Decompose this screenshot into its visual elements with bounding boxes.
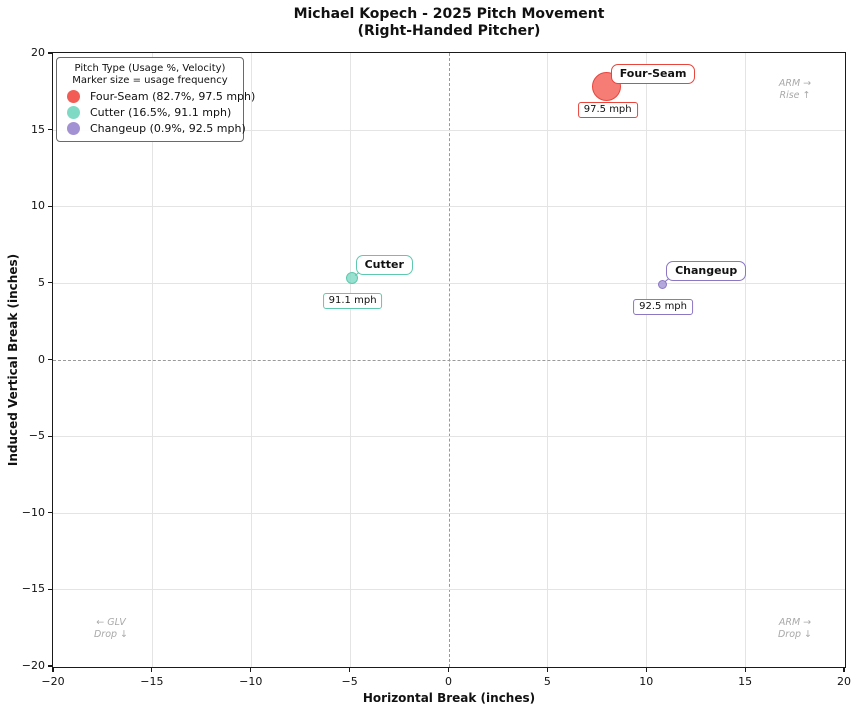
legend-item-label: Four-Seam (82.7%, 97.5 mph): [90, 90, 256, 103]
y-tick-mark: [48, 435, 52, 437]
plot-area: −20 −15 −10 −5 0 5 10 15 20 −20 −15 −10 −5 0 5 10 15 20 Fo…: [22, 46, 851, 688]
legend-item-changeup: Changeup (0.9%, 92.5 mph): [65, 122, 246, 135]
chart-title: Michael Kopech - 2025 Pitch Movement: [293, 6, 605, 22]
legend-title: Pitch Type (Usage %, Velocity): [74, 63, 226, 74]
x-axis-label: Horizontal Break (inches): [362, 691, 536, 705]
legend-item-label: Changeup (0.9%, 92.5 mph): [90, 122, 246, 135]
y-tick-label: −10: [21, 505, 45, 519]
legend-subtitle: Marker size = usage frequency: [72, 75, 228, 86]
pitch-label-cutter: Cutter: [355, 255, 413, 276]
legend-item-label: Cutter (16.5%, 91.1 mph): [90, 106, 232, 119]
legend-item-cutter: Cutter (16.5%, 91.1 mph): [65, 106, 235, 119]
x-tick-mark: [151, 668, 153, 672]
legend-swatch-icon: [67, 106, 80, 119]
y-tick-mark: [48, 512, 52, 514]
y-tick-mark: [48, 129, 52, 131]
y-tick-mark: [48, 588, 52, 590]
x-tick-label: −10: [239, 675, 263, 688]
x-tick-label: 15: [738, 675, 753, 688]
x-tick-label: −15: [140, 675, 164, 688]
annotation-arm-drop: ARM → Drop ↓: [758, 617, 832, 641]
x-tick-label: 20: [837, 675, 851, 688]
y-tick-label: 10: [31, 199, 45, 213]
annotation-line: ← GLV: [96, 617, 126, 628]
velocity-label-changeup: 92.5 mph: [633, 299, 693, 316]
legend-swatch-icon: [67, 122, 80, 135]
velocity-label-four-seam: 97.5 mph: [577, 102, 638, 119]
x-tick-label: −20: [41, 675, 65, 688]
gridline-horizontal: [53, 282, 845, 284]
pitch-label-changeup: Changeup: [666, 261, 747, 282]
pitch-label-four-seam: Four-Seam: [610, 63, 696, 84]
plot-canvas: −20 −15 −10 −5 0 5 10 15 20 −20 −15 −10 −5 0 5 10 15 20 Fo…: [22, 46, 851, 688]
chart-title-block: Michael Kopech - 2025 Pitch Movement (Ri…: [52, 6, 846, 40]
x-tick-label: 5: [543, 675, 551, 688]
x-tick-mark: [645, 668, 647, 672]
gridline-horizontal: [53, 206, 845, 208]
y-tick-label: 20: [31, 46, 45, 59]
y-tick-label: −15: [21, 582, 45, 596]
gridline-horizontal: [53, 589, 845, 591]
gridline-horizontal: [53, 436, 845, 438]
y-tick-mark: [48, 52, 52, 54]
point-changeup: [657, 279, 667, 289]
x-tick-label: −5: [341, 675, 358, 688]
zero-line-horizontal: [53, 359, 845, 361]
legend-item-four-seam: Four-Seam (82.7%, 97.5 mph): [65, 90, 255, 103]
y-tick-label: 5: [38, 275, 45, 289]
x-tick-label: 10: [639, 675, 654, 688]
legend-swatch-icon: [67, 90, 80, 103]
y-tick-label: −5: [28, 429, 45, 443]
point-four-seam: [592, 72, 622, 102]
x-tick-mark: [250, 668, 252, 672]
y-tick-label: −20: [21, 659, 45, 672]
y-tick-label: 15: [31, 122, 45, 136]
y-tick-mark: [48, 665, 52, 667]
x-tick-mark: [349, 668, 351, 672]
y-tick-mark: [48, 205, 52, 207]
x-tick-mark: [52, 668, 54, 672]
annotation-line: Drop ↓: [777, 629, 813, 640]
x-tick-mark: [843, 668, 845, 672]
annotation-line: Rise ↑: [779, 90, 811, 101]
x-tick-mark: [546, 668, 548, 672]
velocity-label-cutter: 91.1 mph: [322, 293, 383, 310]
y-tick-label: 0: [38, 352, 45, 366]
gridline-horizontal: [53, 512, 845, 514]
legend-items: Four-Seam (82.7%, 97.5 mph) Cutter (16.5%…: [65, 90, 255, 135]
point-cutter: [345, 272, 358, 285]
annotation-line: ARM →: [778, 617, 812, 628]
y-tick-mark: [48, 282, 52, 284]
legend-box: Pitch Type (Usage %, Velocity) Marker si…: [56, 57, 255, 142]
annotation-line: ARM →: [778, 78, 812, 89]
x-tick-mark: [447, 668, 450, 672]
annotation-glove-drop: ← GLV Drop ↓: [74, 617, 148, 641]
annotation-line: Drop ↓: [93, 629, 129, 640]
x-tick-label: 0: [445, 675, 452, 688]
chart-subtitle: (Right-Handed Pitcher): [357, 23, 541, 39]
y-tick-mark: [48, 358, 52, 361]
x-tick-mark: [744, 668, 746, 672]
y-axis-label: Induced Vertical Break (inches): [6, 253, 20, 467]
annotation-arm-rise: ARM → Rise ↑: [758, 78, 832, 102]
gridline-horizontal: [53, 129, 845, 131]
